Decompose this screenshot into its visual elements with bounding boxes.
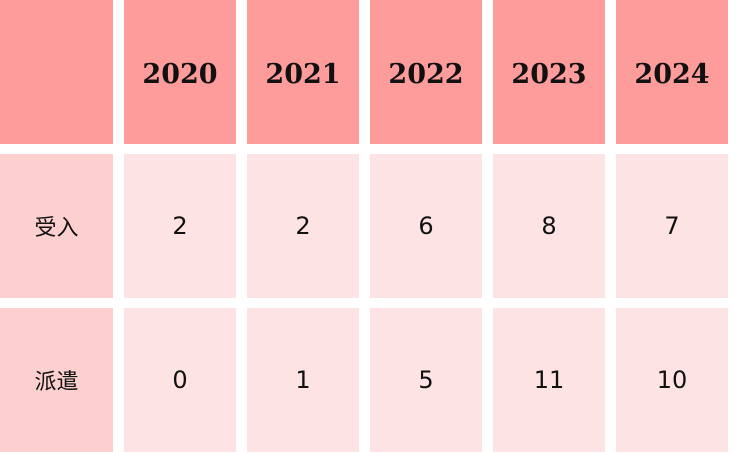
- header-2022: 2022: [370, 0, 482, 144]
- table-cell: 10: [616, 308, 728, 452]
- header-2020: 2020: [124, 0, 236, 144]
- header-2024: 2024: [616, 0, 728, 144]
- row-label-dispatch: 派遣: [0, 308, 113, 452]
- table-cell: 1: [247, 308, 359, 452]
- table-cell: 2: [124, 154, 236, 298]
- table-cell: 5: [370, 308, 482, 452]
- table-cell: 2: [247, 154, 359, 298]
- table-cell: 8: [493, 154, 605, 298]
- table-cell: 0: [124, 308, 236, 452]
- table-cell: 6: [370, 154, 482, 298]
- header-2021: 2021: [247, 0, 359, 144]
- table-cell: 7: [616, 154, 728, 298]
- header-corner: [0, 0, 113, 144]
- table-cell: 11: [493, 308, 605, 452]
- row-label-receive: 受入: [0, 154, 113, 298]
- header-2023: 2023: [493, 0, 605, 144]
